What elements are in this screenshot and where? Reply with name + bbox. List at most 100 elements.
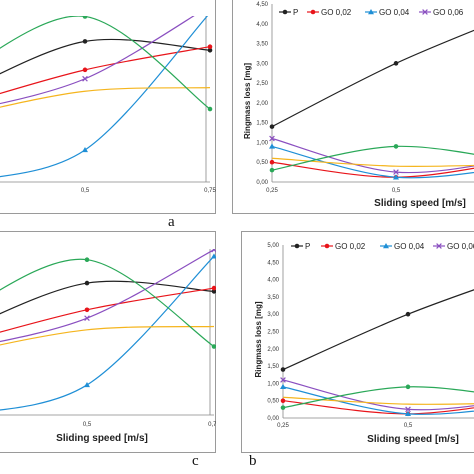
legend-item: GO 0,02: [307, 8, 352, 17]
panel-label-b: b: [249, 453, 257, 469]
data-point: [84, 315, 90, 321]
data-point: [269, 124, 275, 129]
legend-item: P: [291, 242, 310, 251]
data-point: [211, 344, 216, 349]
legend-marker: [0, 238, 4, 243]
chart-panel-bottom-right: [241, 231, 474, 453]
data-point: [393, 61, 399, 66]
data-point: [82, 16, 88, 19]
y-tick-label: 1,50: [256, 121, 268, 127]
y-tick-label: 2,00: [267, 347, 279, 353]
data-point: [82, 67, 88, 73]
y-axis-title: Ringmass loss [mg]: [254, 301, 263, 377]
legend-label: P: [305, 242, 310, 251]
series-line: [271, 29, 474, 128]
data-point: [280, 398, 286, 404]
series-line: [0, 16, 211, 110]
y-tick-label: 0,00: [267, 416, 279, 422]
y-tick-label: 4,50: [256, 2, 268, 8]
y-tick-label: 2,50: [267, 330, 279, 336]
legend-item: GO 0,06: [112, 236, 157, 245]
y-tick-label: 3,50: [256, 42, 268, 48]
legend-item: GO 0,04: [365, 8, 410, 17]
y-tick-label: 2,50: [256, 81, 268, 87]
y-tick-label: 4,50: [267, 260, 279, 266]
legend-label: GO 0,04: [394, 242, 425, 251]
y-axis-title: Ringmass loss [mg]: [243, 63, 252, 139]
y-tick-label: 2,00: [256, 101, 268, 107]
data-point: [405, 311, 411, 317]
chart-panel-bottom-left: [0, 231, 216, 453]
legend-marker: [282, 9, 288, 15]
data-point: [82, 75, 88, 82]
legend-label: GO 0,1: [216, 8, 242, 17]
y-tick-label: 1,00: [267, 381, 279, 387]
x-tick-label: 0,5: [392, 188, 401, 194]
data-point: [82, 39, 88, 44]
legend-label: GO 0,1: [226, 236, 252, 245]
legend-item: GO 0,02: [321, 242, 366, 251]
legend-marker: [57, 237, 63, 242]
x-tick-label: 0,75: [204, 188, 216, 194]
chart-bottom-right: 0,00 0,50 1,00 1,50 2,00 2,50 3,00 3,50 4,00 4,50…: [254, 242, 474, 445]
legend-marker: [206, 10, 211, 15]
legend-label: GO 0,04: [68, 236, 99, 245]
legend-item: P: [279, 8, 298, 17]
data-point: [207, 106, 213, 112]
legend-marker: [294, 243, 300, 249]
x-tick-label: 0,25: [266, 188, 278, 194]
series-line: [282, 396, 474, 405]
x-axis-title: Sliding speed [m/s]: [56, 433, 148, 444]
legend-label: GO 0,06: [113, 8, 144, 17]
legend-marker: [51, 9, 57, 14]
data-point: [84, 381, 90, 388]
legend-item: GO 0,06: [433, 242, 474, 251]
legend-item: GO 0,04: [380, 242, 425, 251]
series-line: [282, 379, 474, 411]
data-point: [84, 280, 90, 286]
chart-panel-top-left: [0, 0, 216, 214]
legend-marker: [0, 10, 4, 15]
legend-item: GO 0,08: [166, 8, 197, 17]
y-tick-label: 1,50: [267, 364, 279, 370]
data-point: [211, 253, 216, 259]
legend-marker: [383, 243, 389, 249]
legend-marker: [422, 9, 428, 15]
legend-label: GO 0,06: [433, 8, 464, 17]
data-point: [208, 3, 213, 8]
series-line: [0, 325, 215, 346]
x-tick-label: 0,5: [81, 188, 90, 194]
y-tick-label: 4,00: [256, 22, 268, 28]
panel-label-a: a: [168, 214, 175, 230]
legend-item: GO 0,06: [419, 8, 464, 17]
legend-marker: [216, 238, 221, 243]
legend-label: GO 0,08: [166, 8, 197, 17]
legend-item: GO 0,1: [202, 8, 242, 17]
legend-label: GO 0,08: [176, 236, 207, 245]
legend-item: 0,02: [0, 236, 26, 245]
y-tick-label: 0,00: [256, 180, 268, 186]
legend-label: 0,02: [10, 8, 26, 17]
chart-top-left: 0,5 0,75 0,02 GO 0,04 GO 0,06 GO 0,08 GO 0,1: [0, 3, 242, 194]
legend-item: GO 0,04: [51, 9, 93, 17]
data-point: [393, 144, 399, 149]
y-tick-label: 1,00: [256, 140, 268, 146]
x-tick-label: 0,75: [208, 422, 220, 428]
legend-item: GO 0,06: [113, 8, 144, 17]
y-tick-label: 0,50: [267, 399, 279, 405]
series-line: [0, 16, 209, 178]
y-tick-label: 3,00: [267, 312, 279, 318]
data-point: [405, 410, 411, 417]
series-line: [0, 38, 211, 75]
y-tick-label: 4,00: [267, 278, 279, 284]
data-point: [393, 169, 399, 175]
data-point: [269, 135, 275, 142]
data-point: [82, 146, 88, 153]
y-tick-label: 0,50: [256, 160, 268, 166]
x-axis-title: Sliding speed [m/s]: [367, 434, 459, 445]
series-line: [0, 87, 211, 108]
y-tick-label: 3,50: [267, 295, 279, 301]
legend-marker: [324, 243, 330, 249]
panel-label-c: c: [192, 453, 199, 469]
legend-label: 0,02: [10, 236, 26, 245]
